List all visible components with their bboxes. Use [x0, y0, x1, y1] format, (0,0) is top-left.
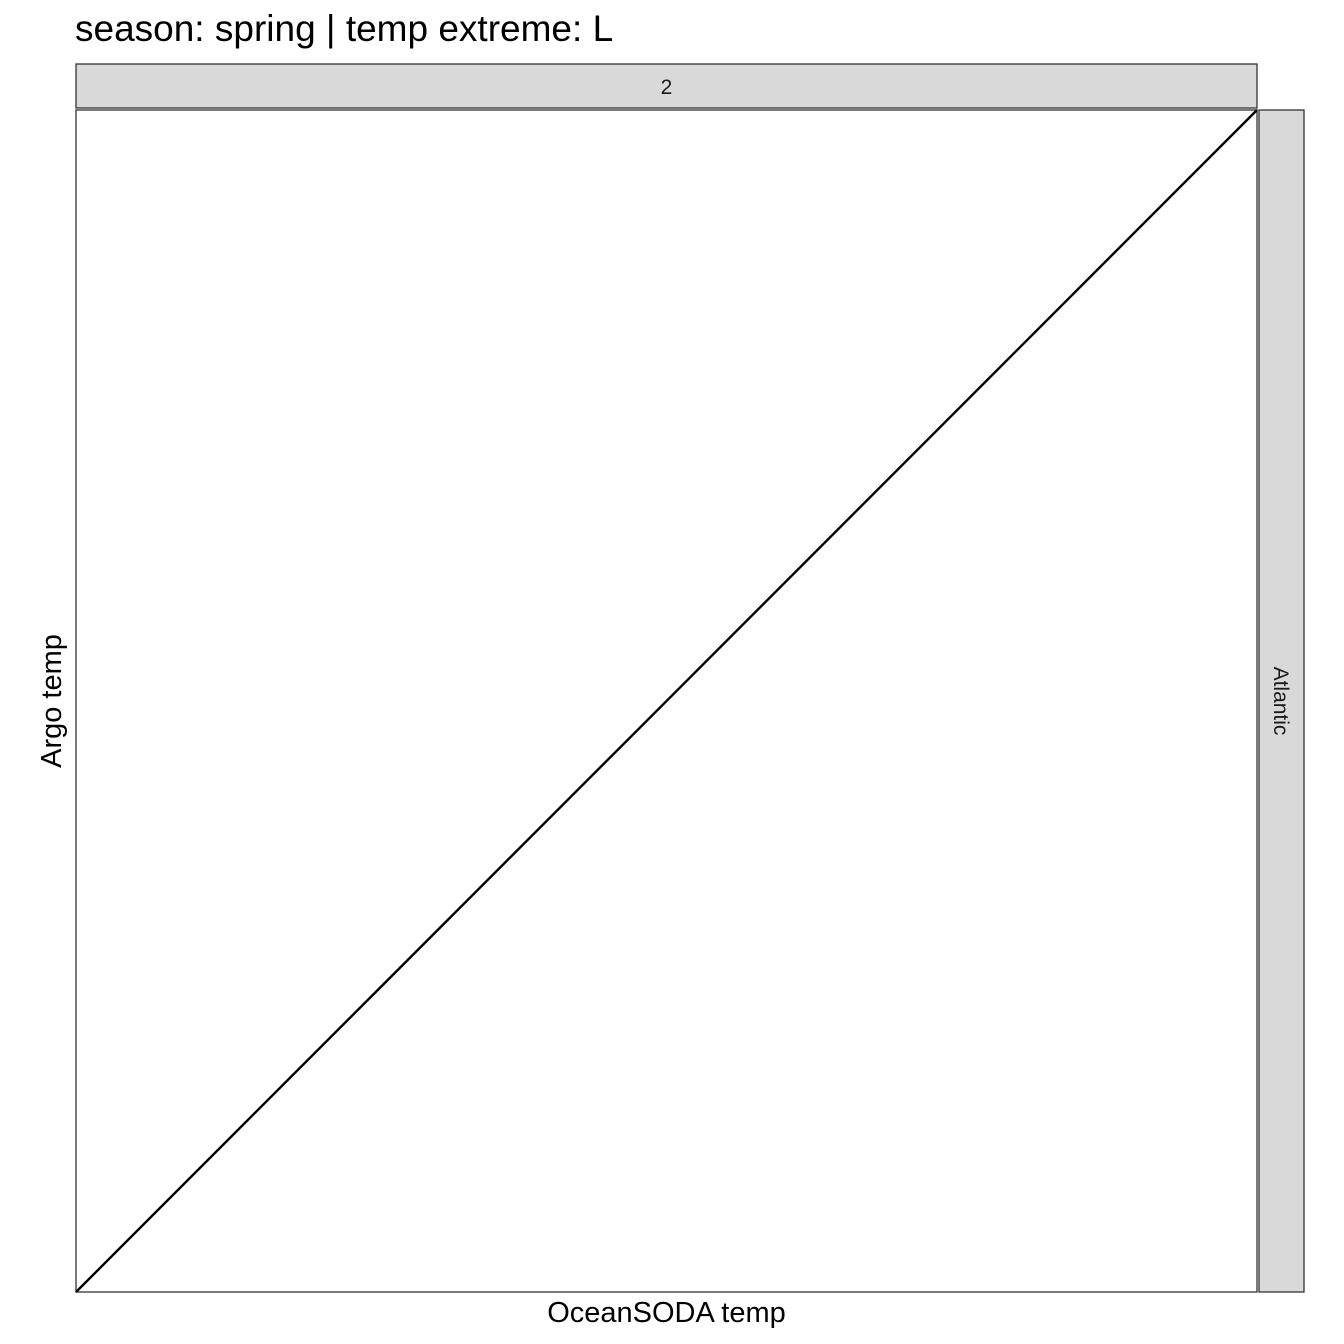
- facet-strip-top: [75, 63, 1258, 109]
- chart-title: season: spring | temp extreme: L: [75, 8, 613, 49]
- facet-strip-right: [1258, 109, 1305, 1293]
- facet-strip-right-label: Atlantic: [1269, 667, 1292, 736]
- x-axis-label: OceanSODA temp: [547, 1297, 786, 1329]
- y-axis-label: Argo temp: [36, 634, 68, 768]
- facet-strip-top-label: 2: [661, 76, 673, 99]
- identity-reference-line: [75, 109, 1258, 1293]
